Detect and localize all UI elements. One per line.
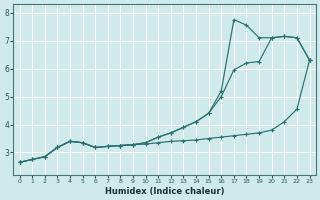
X-axis label: Humidex (Indice chaleur): Humidex (Indice chaleur) — [105, 187, 224, 196]
